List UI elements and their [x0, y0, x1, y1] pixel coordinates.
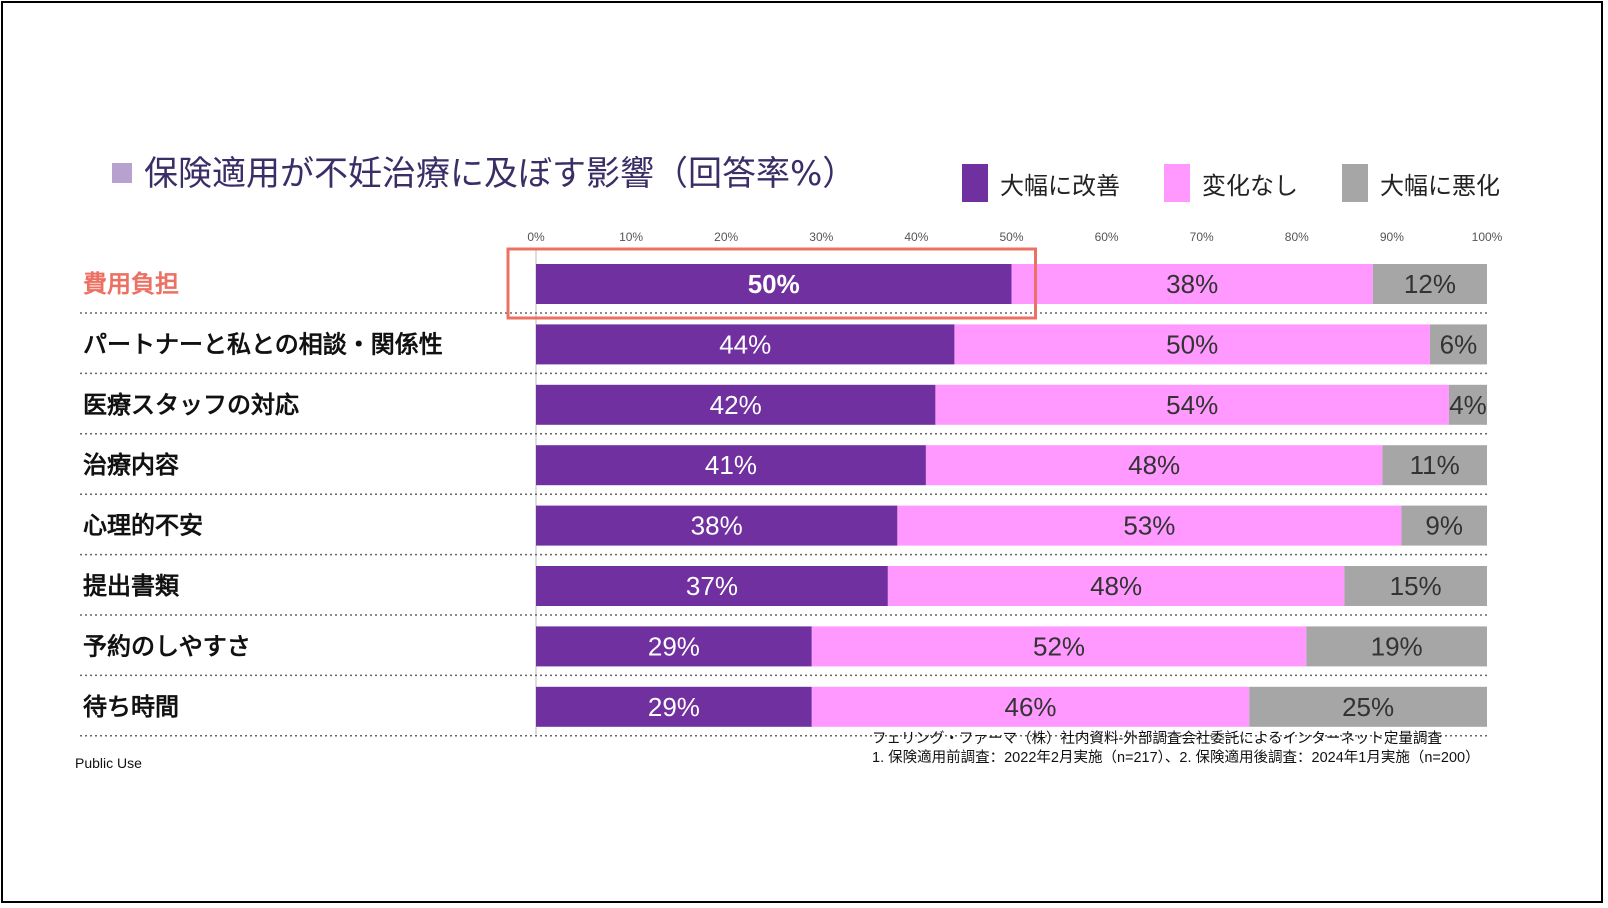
bar-value-label: 29%: [648, 692, 700, 722]
bar-segment: [536, 505, 898, 546]
bar-value-label: 37%: [686, 571, 738, 601]
bar-value-label: 48%: [1090, 571, 1142, 601]
category-label: 提出書類: [83, 572, 180, 600]
legend: 大幅に改善 変化なし 大幅に悪化: [962, 164, 1544, 202]
bar-value-label: 44%: [719, 329, 771, 359]
bar-segment: [536, 384, 936, 425]
bar-value-label: 53%: [1123, 511, 1175, 541]
bar-segment: [1249, 686, 1487, 727]
x-tick-label: 70%: [1190, 230, 1214, 244]
category-label: 費用負担: [83, 270, 179, 298]
title-bullet-icon: [112, 162, 132, 183]
chart-title: 保険適用が不妊治療に及ぼす影響（回答率%）: [112, 146, 856, 195]
legend-swatch-improved: [962, 164, 988, 202]
bar-value-label: 9%: [1425, 511, 1463, 541]
bar-segment: [1011, 264, 1373, 304]
legend-label-improved: 大幅に改善: [1000, 171, 1120, 200]
bar-value-label: 12%: [1404, 269, 1456, 299]
x-tick-label: 90%: [1380, 230, 1404, 244]
bar-segment: [811, 626, 1307, 667]
bar-value-label: 15%: [1390, 571, 1442, 601]
bar-segment: [536, 566, 888, 606]
category-label: 待ち時間: [83, 693, 179, 721]
legend-item-worsened: 大幅に悪化: [1342, 164, 1500, 202]
footnote-line-1: フェリング・ファーマ（株）社内資料-外部調査会社委託によるインターネット定量調査: [872, 731, 1442, 747]
bar-value-label: 29%: [648, 631, 700, 661]
bar-segment: [536, 264, 1012, 304]
legend-item-unchanged: 変化なし: [1164, 164, 1298, 202]
legend-label-worsened: 大幅に悪化: [1380, 171, 1500, 200]
category-label: 医療スタッフの対応: [83, 391, 299, 419]
bar-value-label: 6%: [1440, 329, 1478, 359]
legend-label-unchanged: 変化なし: [1202, 171, 1298, 200]
bar-value-label: 25%: [1342, 692, 1394, 722]
bar-segment: [1429, 324, 1487, 365]
bar-value-label: 4%: [1449, 390, 1487, 420]
bar-segment: [954, 324, 1430, 365]
bar-segment: [536, 686, 812, 727]
bar-segment: [1306, 626, 1487, 667]
footer-classification: Public Use: [75, 755, 142, 771]
category-label: 心理的不安: [83, 512, 203, 540]
bar-segment: [536, 445, 926, 486]
bar-value-label: 54%: [1166, 390, 1218, 420]
legend-item-improved: 大幅に改善: [962, 164, 1120, 202]
x-tick-label: 30%: [809, 230, 833, 244]
bar-segment: [887, 566, 1345, 606]
category-label: 予約のしやすさ: [83, 632, 251, 660]
x-tick-label: 40%: [904, 230, 928, 244]
legend-swatch-unchanged: [1164, 164, 1190, 202]
bar-segment: [1372, 264, 1487, 304]
x-tick-label: 60%: [1095, 230, 1119, 244]
category-label: パートナーと私との相談・関係性: [83, 330, 443, 358]
bar-value-label: 46%: [1004, 692, 1056, 722]
category-label: 治療内容: [83, 451, 179, 479]
bar-segment: [1344, 566, 1487, 606]
bar-value-label: 48%: [1128, 450, 1180, 480]
bar-segment: [925, 445, 1383, 486]
bar-segment: [935, 384, 1449, 425]
bar-segment: [536, 324, 955, 365]
bar-value-label: 41%: [705, 450, 757, 480]
x-tick-label: 100%: [1472, 230, 1503, 244]
bar-value-label: 38%: [691, 511, 743, 541]
bar-value-label: 19%: [1371, 631, 1423, 661]
bar-value-label: 50%: [1166, 329, 1218, 359]
x-tick-label: 0%: [527, 230, 545, 244]
bar-value-label: 52%: [1033, 631, 1085, 661]
highlight-box: [506, 247, 1037, 320]
footnote: フェリング・ファーマ（株）社内資料-外部調査会社委託によるインターネット定量調査…: [872, 730, 1480, 768]
bar-segment: [897, 505, 1402, 546]
bar-segment: [1401, 505, 1487, 546]
legend-swatch-worsened: [1342, 164, 1368, 202]
x-tick-label: 50%: [999, 230, 1023, 244]
bar-value-label: 50%: [748, 269, 800, 299]
footnote-line-2: 1. 保険適用前調査：2022年2月実施（n=217）、2. 保険適用後調査：2…: [872, 750, 1480, 766]
bar-segment: [811, 686, 1250, 727]
x-tick-label: 80%: [1285, 230, 1309, 244]
bar-value-label: 42%: [710, 390, 762, 420]
bar-value-label: 11%: [1410, 450, 1460, 480]
x-tick-label: 10%: [619, 230, 643, 244]
bar-segment: [1448, 384, 1487, 425]
bar-segment: [536, 626, 812, 667]
bar-value-label: 38%: [1166, 269, 1218, 299]
bar-segment: [1382, 445, 1487, 486]
x-tick-label: 20%: [714, 230, 738, 244]
chart-title-text: 保険適用が不妊治療に及ぼす影響（回答率%）: [144, 154, 857, 194]
